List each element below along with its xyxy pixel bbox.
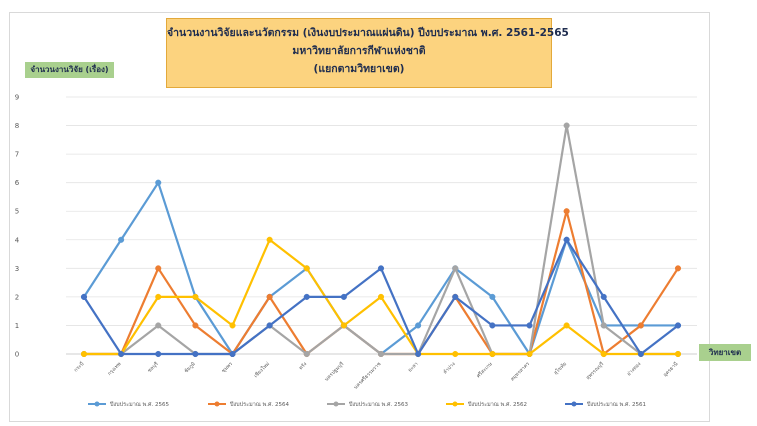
data-point	[452, 265, 459, 272]
legend-swatch-marker	[571, 401, 577, 407]
x-tick-label: ศรีสะเกษ	[475, 360, 494, 379]
data-point	[192, 293, 199, 300]
legend-swatch-marker	[214, 401, 220, 407]
x-tick-label: อ่างทอง	[626, 361, 643, 378]
data-point	[563, 322, 570, 329]
x-tick-label: ชลบุรี	[146, 360, 160, 374]
data-point	[637, 350, 644, 358]
data-point	[340, 293, 347, 300]
x-axis-label: วิทยาเขต	[699, 344, 751, 361]
data-point	[340, 322, 347, 329]
y-tick-label: 7	[15, 151, 19, 159]
chart-title-line-2: มหาวิทยาลัยการกีฬาแห่งชาติ	[292, 45, 426, 57]
series-line-1	[82, 210, 680, 356]
data-point	[303, 293, 310, 300]
data-point	[266, 293, 273, 300]
x-tick-label: สุโขทัย	[552, 360, 568, 376]
y-tick-label: 1	[15, 322, 19, 330]
data-point	[155, 293, 162, 300]
data-point	[192, 322, 199, 329]
data-point	[415, 350, 422, 358]
y-axis-label: จำนวนงานวิจัย (เรื่อง)	[25, 62, 114, 78]
legend-label: ปีงบประมาณ พ.ศ. 2565	[109, 401, 170, 408]
data-point	[563, 208, 570, 215]
data-point	[452, 350, 459, 358]
data-point	[674, 265, 682, 272]
legend-label: ปีงบประมาณ พ.ศ. 2564	[229, 401, 290, 408]
data-point	[266, 236, 273, 243]
y-tick-label: 8	[15, 122, 19, 130]
data-point	[600, 350, 607, 358]
data-point	[229, 322, 236, 329]
data-point	[155, 265, 162, 272]
data-point	[415, 322, 422, 329]
x-tick-label: ชุมพร	[221, 361, 234, 374]
data-point	[563, 236, 570, 243]
data-point	[303, 350, 310, 358]
data-point	[600, 293, 607, 300]
x-tick-label: กระบี่	[72, 360, 85, 373]
data-point	[377, 265, 385, 272]
legend-label: ปีงบประมาณ พ.ศ. 2563	[348, 401, 409, 408]
data-point	[674, 322, 682, 329]
x-tick-label: ยะลา	[407, 361, 420, 374]
data-point	[526, 322, 533, 329]
x-tick-label: ชัยภูมิ	[183, 360, 197, 374]
data-point	[303, 265, 310, 272]
x-tick-label: นครปฐมบุรี	[323, 360, 346, 383]
data-point	[563, 122, 570, 129]
data-point	[489, 350, 496, 358]
data-point	[377, 293, 385, 300]
x-tick-label: อุดรธานี	[662, 360, 680, 378]
y-tick-label: 6	[15, 179, 20, 187]
chart-title-line-3: (แยกตามวิทยาเขต)	[313, 63, 405, 75]
x-tick-label: สุพรรณบุรี	[585, 360, 606, 381]
x-tick-label: กรุงเทพ	[107, 361, 123, 377]
data-point	[80, 350, 88, 358]
y-tick-label: 3	[15, 265, 19, 273]
data-point	[118, 350, 125, 358]
data-point	[192, 350, 199, 358]
data-point	[118, 236, 125, 243]
data-point	[80, 293, 88, 300]
y-tick-label: 2	[15, 293, 19, 301]
data-point	[266, 322, 273, 329]
y-tick-label: 9	[15, 94, 19, 102]
data-point	[637, 322, 644, 329]
y-tick-label: 5	[15, 208, 19, 216]
chart-title-line-1: จำนวนงานวิจัยและนวัตกรรม (เงินงบประมาณแผ…	[167, 27, 569, 39]
data-point	[526, 350, 533, 358]
data-point	[155, 350, 162, 358]
x-tick-label: ตรัง	[298, 361, 309, 372]
legend-swatch-marker	[333, 401, 339, 407]
chart-title: จำนวนงานวิจัยและนวัตกรรม (เงินงบประมาณแผ…	[166, 18, 569, 88]
data-point	[674, 350, 682, 358]
data-point	[600, 322, 607, 329]
legend-swatch-marker	[94, 401, 100, 407]
data-point	[155, 322, 162, 329]
y-tick-label: 0	[15, 351, 19, 359]
x-tick-label: ลำปาง	[442, 361, 457, 376]
legend-swatch-marker	[452, 401, 458, 407]
data-point	[377, 350, 385, 358]
legend-label: ปีงบประมาณ พ.ศ. 2562	[467, 401, 527, 408]
y-tick-label: 4	[15, 236, 20, 244]
x-tick-label: เชียงใหม่	[252, 360, 271, 379]
x-tick-label: สมุทรสาคร	[510, 361, 532, 383]
data-point	[489, 322, 496, 329]
data-point	[155, 179, 162, 186]
x-tick-label: นครศรีธรรมราช	[352, 360, 383, 391]
data-point	[452, 293, 459, 300]
data-point	[489, 293, 496, 300]
legend-label: ปีงบประมาณ พ.ศ. 2561	[586, 401, 646, 408]
data-point	[229, 350, 236, 358]
